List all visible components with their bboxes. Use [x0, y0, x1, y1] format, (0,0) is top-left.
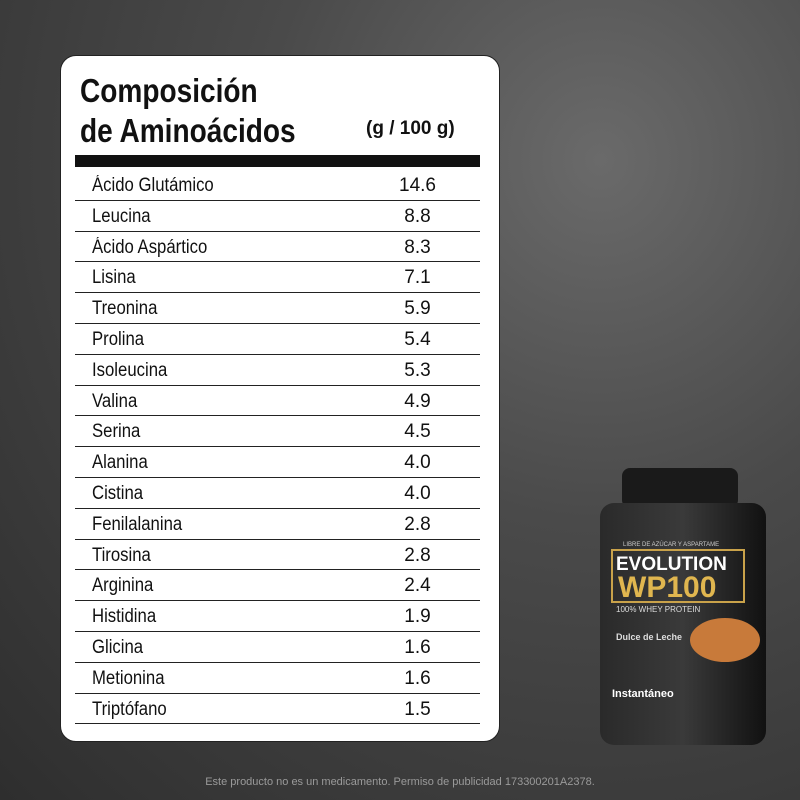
- subtitle: 100% WHEY PROTEIN: [616, 605, 701, 614]
- caramel: [690, 618, 760, 662]
- amount: 4.0: [404, 483, 431, 504]
- amino-acid: Cistina: [92, 483, 144, 504]
- amount: 2.8: [404, 544, 431, 566]
- table-row: Alanina 4.0: [75, 447, 480, 478]
- amount: 4.0: [404, 452, 431, 474]
- jar-lid: [622, 468, 738, 508]
- amino-acid: Leucina: [92, 205, 151, 227]
- amino-acid: Arginina: [92, 575, 154, 597]
- amount: 14.6: [399, 175, 436, 196]
- flavor: Dulce de Leche: [616, 632, 682, 642]
- table-row: Isoleucina 5.3: [75, 355, 480, 386]
- amino-acid: Isoleucina: [92, 359, 168, 381]
- table-row: Prolina 5.4: [75, 324, 480, 355]
- logo-frame: [611, 549, 745, 603]
- amount: 4.5: [404, 421, 431, 443]
- amount: 5.4: [404, 329, 431, 350]
- table-row: Triptófano 1.5: [75, 694, 480, 725]
- amino-acid: Ácido Glutámico: [92, 175, 214, 196]
- amount: 8.3: [404, 236, 431, 258]
- amount: 8.8: [404, 205, 431, 227]
- amino-acid: Treonina: [92, 298, 158, 320]
- amino-acid: Ácido Aspártico: [92, 236, 208, 258]
- amino-acid: Triptófano: [92, 698, 167, 720]
- jar-body: [600, 503, 766, 745]
- amino-acid: Histidina: [92, 606, 157, 628]
- amino-acid: Glicina: [92, 637, 144, 658]
- unit: (g / 100 g): [366, 118, 455, 139]
- table-row: Valina 4.9: [75, 386, 480, 417]
- brand: EVOLUTION: [616, 554, 727, 575]
- table-row: Treonina 5.9: [75, 293, 480, 324]
- amino-acid: Serina: [92, 421, 141, 443]
- amino-acid: Prolina: [92, 329, 145, 350]
- amino-acid: Valina: [92, 390, 138, 412]
- tagline: LIBRE DE AZÚCAR Y ASPARTAME: [623, 541, 719, 548]
- table-row: Cistina 4.0: [75, 478, 480, 509]
- table-row: Arginina 2.4: [75, 570, 480, 602]
- amino-acid: Lisina: [92, 267, 136, 289]
- table-row: Histidina 1.9: [75, 601, 480, 632]
- amino-acid: Tirosina: [92, 544, 151, 566]
- table-row: Tirosina 2.8: [75, 540, 480, 571]
- table-row: Ácido Aspártico 8.3: [75, 232, 480, 263]
- table-row: Leucina 8.8: [75, 201, 480, 232]
- amino-acid: Fenilalanina: [92, 513, 183, 535]
- table-row: Fenilalanina 2.8: [75, 509, 480, 540]
- table-row: Lisina 7.1: [75, 262, 480, 294]
- amount: 7.1: [404, 267, 431, 289]
- footer: Este producto no es un medicamento. Perm…: [205, 776, 595, 788]
- amount: 2.8: [404, 513, 431, 535]
- amino-acid: Metionina: [92, 667, 165, 689]
- header-rule: [75, 155, 480, 167]
- amount: 2.4: [404, 575, 431, 597]
- table-row: Serina 4.5: [75, 416, 480, 448]
- amount: 1.6: [404, 667, 431, 689]
- table-card: [60, 55, 500, 742]
- amount: 1.6: [404, 637, 431, 658]
- amount: 5.3: [404, 359, 431, 381]
- amount: 4.9: [404, 390, 431, 412]
- amino-acid: Alanina: [92, 452, 148, 474]
- title: de Aminoácidos: [80, 112, 296, 149]
- amount: 5.9: [404, 298, 431, 320]
- amount: 1.5: [404, 698, 431, 720]
- title: Composición: [80, 72, 258, 109]
- amount: 1.9: [404, 606, 431, 628]
- table-row: Glicina 1.6: [75, 632, 480, 663]
- type: Instantáneo: [612, 688, 674, 700]
- model: WP100: [618, 571, 716, 604]
- table-row: Metionina 1.6: [75, 663, 480, 694]
- table-row: Ácido Glutámico 14.6: [75, 170, 480, 201]
